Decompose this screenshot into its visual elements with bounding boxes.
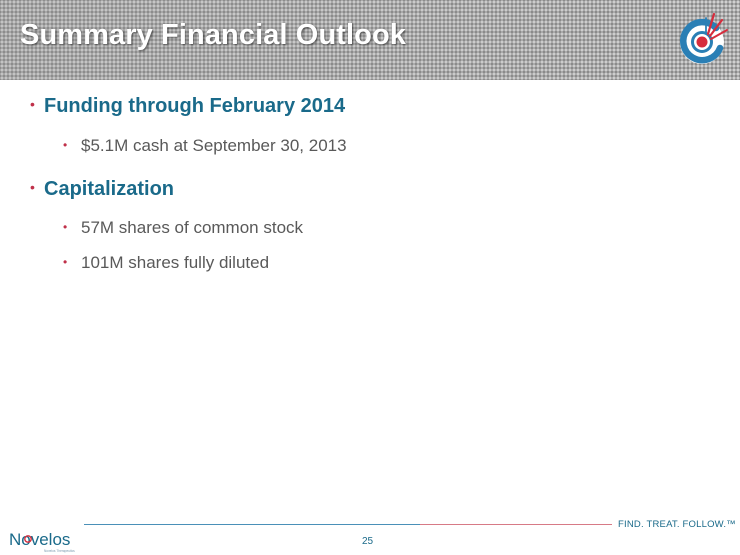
- sub-bullet-common-stock: • 57M shares of common stock: [63, 218, 303, 238]
- footer-divider-blue: [84, 524, 420, 525]
- title-bar-overlay: [0, 0, 740, 80]
- sub-bullet-cash: • $5.1M cash at September 30, 2013: [63, 136, 347, 156]
- novelos-logo-wordmark: Novelos: [9, 530, 70, 549]
- sub-bullet-common-stock-text: 57M shares of common stock: [81, 218, 304, 237]
- bullet-funding-text: Funding through February 2014: [44, 95, 346, 117]
- bullet-capitalization: • Capitalization: [30, 178, 174, 201]
- slide-title: Summary Financial Outlook: [20, 19, 407, 51]
- bullet-dot-icon: •: [63, 138, 68, 152]
- bullet-dot-icon: •: [63, 255, 68, 269]
- novelos-logo: Novelos Novelos Therapeutics: [9, 530, 75, 553]
- sub-bullet-fully-diluted: • 101M shares fully diluted: [63, 253, 269, 273]
- title-bar: Summary Financial Outlook: [0, 0, 740, 80]
- target-burst-logo-icon: [680, 12, 728, 64]
- bullet-dot-icon: •: [30, 179, 35, 195]
- sub-bullet-fully-diluted-text: 101M shares fully diluted: [81, 253, 270, 272]
- bullet-dot-icon: •: [63, 220, 68, 234]
- bullet-capitalization-text: Capitalization: [44, 178, 175, 200]
- footer-tagline: FIND. TREAT. FOLLOW.™: [618, 519, 736, 530]
- bullet-dot-icon: •: [30, 96, 35, 112]
- novelos-logo-o-accent-icon: [24, 535, 32, 543]
- novelos-logo-subtext: Novelos Therapeutics: [44, 549, 75, 553]
- page-number: 25: [362, 536, 374, 547]
- footer-divider-red: [420, 524, 612, 525]
- bullet-funding: • Funding through February 2014: [30, 95, 345, 118]
- sub-bullet-cash-text: $5.1M cash at September 30, 2013: [81, 136, 347, 155]
